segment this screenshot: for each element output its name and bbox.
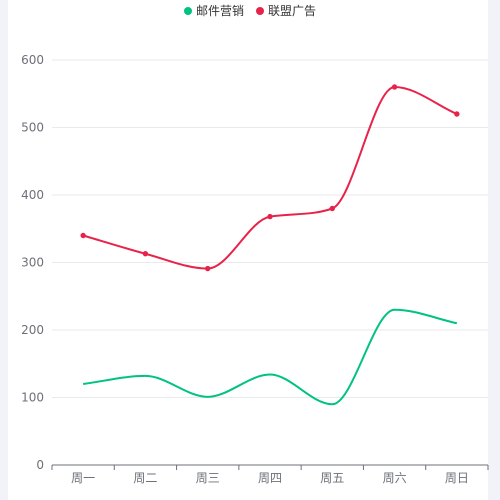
data-point-1 <box>267 213 273 220</box>
left-border-strip <box>0 0 8 500</box>
y-tick-label: 400 <box>21 188 44 202</box>
y-tick-label: 0 <box>36 458 44 472</box>
y-tick-label: 200 <box>21 323 44 337</box>
legend-label-email: 邮件营销 <box>195 4 244 18</box>
x-tick-label: 周日 <box>445 471 469 485</box>
x-tick-label: 周六 <box>383 471 407 485</box>
data-point-1 <box>391 84 398 90</box>
legend-item-email[interactable]: 邮件营销 <box>183 2 244 19</box>
data-point-1 <box>142 251 149 257</box>
x-tick-label: 周二 <box>133 471 157 485</box>
x-tick-label: 周一 <box>71 471 95 485</box>
legend-marker-alliance <box>256 6 264 15</box>
y-tick-label: 300 <box>21 256 44 270</box>
series-line-0 <box>83 308 458 406</box>
y-tick-label: 600 <box>21 53 44 67</box>
x-tick-label: 周三 <box>196 471 220 485</box>
y-tick-label: 100 <box>21 391 44 405</box>
x-tick-label: 周五 <box>320 471 344 485</box>
y-tick-label: 500 <box>21 121 44 135</box>
data-point-1 <box>454 111 460 117</box>
legend-label-alliance: 联盟广告 <box>268 4 317 18</box>
right-border-strip <box>488 0 500 500</box>
legend-item-alliance[interactable]: 联盟广告 <box>256 2 316 19</box>
data-point-1 <box>80 232 86 239</box>
legend-marker-email <box>183 6 192 15</box>
data-point-1 <box>205 265 211 272</box>
x-tick-label: 周四 <box>258 471 282 485</box>
chart-legend: 邮件营销 联盟广告 <box>0 2 500 19</box>
series-line-1 <box>82 86 458 270</box>
data-point-1 <box>329 205 335 212</box>
